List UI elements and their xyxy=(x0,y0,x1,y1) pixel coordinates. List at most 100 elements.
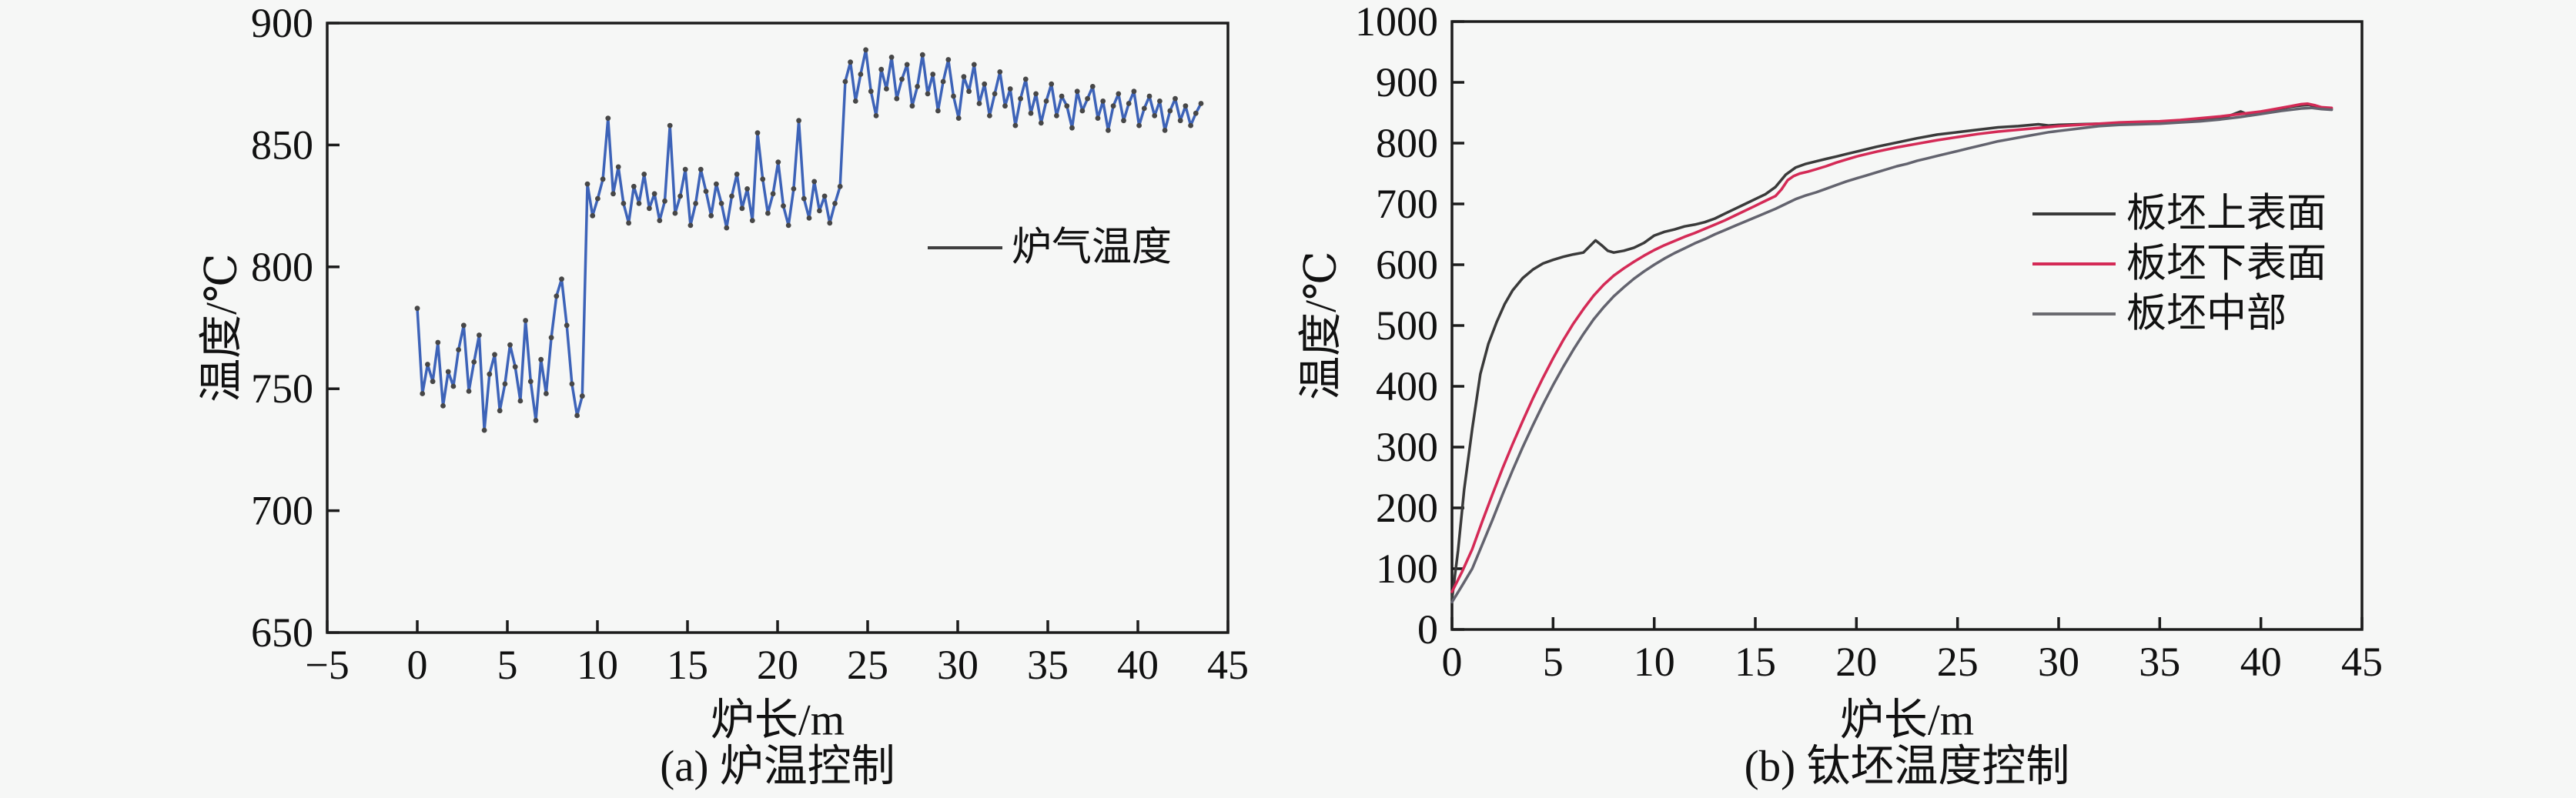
series-group-a xyxy=(414,47,1204,433)
caption-a: (a) 炉温控制 xyxy=(660,743,895,791)
data-point-marker xyxy=(414,306,420,312)
y-axis-label-b: 温度/℃ xyxy=(1297,251,1346,400)
data-point-marker xyxy=(765,210,771,216)
data-point-marker xyxy=(734,172,740,177)
data-point-marker xyxy=(1157,98,1163,104)
data-point-marker xyxy=(925,91,931,97)
caption-b: (b) 钛坯温度控制 xyxy=(1745,743,2070,791)
data-point-marker xyxy=(611,191,616,197)
data-point-marker xyxy=(1162,128,1168,133)
data-point-marker xyxy=(445,369,451,375)
legend-label: 板坯下表面 xyxy=(2126,242,2327,286)
x-tick-label: 35 xyxy=(1027,642,1069,688)
data-point-marker xyxy=(533,418,539,423)
data-point-marker xyxy=(554,293,560,299)
data-point-marker xyxy=(579,393,585,399)
series-markers-furnace-gas xyxy=(414,47,1204,433)
data-point-marker xyxy=(899,76,905,82)
data-point-marker xyxy=(657,218,663,223)
data-point-marker xyxy=(842,78,848,85)
data-point-marker xyxy=(548,335,554,341)
data-point-marker xyxy=(481,427,487,433)
data-point-marker xyxy=(677,193,683,199)
data-point-marker xyxy=(1167,108,1173,114)
data-point-marker xyxy=(615,164,621,170)
data-point-marker xyxy=(894,95,900,102)
data-point-marker xyxy=(1033,91,1039,97)
x-tick-label: 35 xyxy=(2139,639,2180,685)
data-point-marker xyxy=(693,201,698,206)
data-point-marker xyxy=(1141,105,1147,112)
data-point-marker xyxy=(749,218,755,223)
legend-a: 炉气温度 xyxy=(928,226,1172,270)
data-point-marker xyxy=(1126,101,1132,106)
y-tick-label: 600 xyxy=(1376,242,1438,288)
axis-ticks-b: 0 5 10 15 20 25 30 35 40 45 0 100 200 300 400 500 600 700… xyxy=(1355,0,2383,685)
panel-b: 0 5 10 15 20 25 30 35 40 45 0 100 200 300 400 500 600 700… xyxy=(1297,0,2384,791)
x-tick-label: 15 xyxy=(1735,639,1776,685)
data-point-marker xyxy=(1110,103,1116,109)
y-tick-label: 750 xyxy=(251,366,313,412)
data-point-marker xyxy=(827,220,833,226)
data-point-marker xyxy=(430,379,436,385)
x-tick-label: 25 xyxy=(1937,639,1979,685)
data-point-marker xyxy=(945,57,952,62)
data-point-marker xyxy=(1100,98,1106,104)
data-point-marker xyxy=(1069,125,1075,131)
data-point-marker xyxy=(1089,84,1096,89)
data-point-marker xyxy=(915,84,920,89)
data-point-marker xyxy=(1012,122,1019,129)
data-point-marker xyxy=(837,183,843,189)
data-point-marker xyxy=(1131,88,1137,95)
data-point-marker xyxy=(832,201,838,206)
data-point-marker xyxy=(909,103,915,109)
data-point-marker xyxy=(781,203,786,209)
data-point-marker xyxy=(651,191,657,197)
y-tick-label: 850 xyxy=(251,122,313,168)
data-point-marker xyxy=(502,381,508,387)
y-axis-label-a: 温度/℃ xyxy=(198,253,246,402)
data-point-marker xyxy=(600,176,606,182)
data-point-marker xyxy=(724,225,730,231)
data-point-marker xyxy=(868,88,874,95)
data-point-marker xyxy=(976,101,982,106)
data-point-marker xyxy=(940,78,946,85)
series-line-slab-bottom-surface xyxy=(1450,102,2333,593)
data-point-marker xyxy=(492,352,497,358)
data-point-marker xyxy=(1002,103,1008,109)
data-point-marker xyxy=(647,205,652,212)
x-tick-label: 0 xyxy=(1442,639,1463,685)
data-point-marker xyxy=(538,356,544,362)
data-point-marker xyxy=(682,166,688,172)
data-point-marker xyxy=(770,191,776,197)
data-point-marker xyxy=(698,166,704,172)
data-point-marker xyxy=(930,72,936,77)
x-tick-label: 45 xyxy=(2341,639,2383,685)
data-point-marker xyxy=(714,181,719,187)
data-point-marker xyxy=(662,198,667,204)
legend-label: 板坯中部 xyxy=(2126,292,2287,336)
x-tick-label: −5 xyxy=(305,642,349,688)
x-tick-label: 10 xyxy=(1634,639,1675,685)
data-point-marker xyxy=(1198,101,1204,106)
legend-b: 板坯上表面 板坯下表面 板坯中部 xyxy=(2032,192,2327,336)
data-point-marker xyxy=(904,62,910,68)
data-point-marker xyxy=(574,412,580,419)
x-tick-label: 0 xyxy=(407,642,428,688)
data-point-marker xyxy=(1188,122,1193,129)
data-point-marker xyxy=(1007,86,1013,92)
data-point-marker xyxy=(796,118,801,124)
data-point-marker xyxy=(873,113,879,119)
data-point-marker xyxy=(739,205,745,212)
data-point-marker xyxy=(1022,76,1029,82)
data-point-marker xyxy=(997,69,1003,75)
data-point-marker xyxy=(1177,118,1183,124)
y-tick-label: 650 xyxy=(251,609,313,656)
data-point-marker xyxy=(460,322,467,329)
data-point-marker xyxy=(641,172,647,177)
data-point-marker xyxy=(1028,110,1034,116)
data-point-marker xyxy=(564,322,570,329)
data-point-marker xyxy=(440,403,446,409)
y-tick-label: 300 xyxy=(1376,424,1438,470)
